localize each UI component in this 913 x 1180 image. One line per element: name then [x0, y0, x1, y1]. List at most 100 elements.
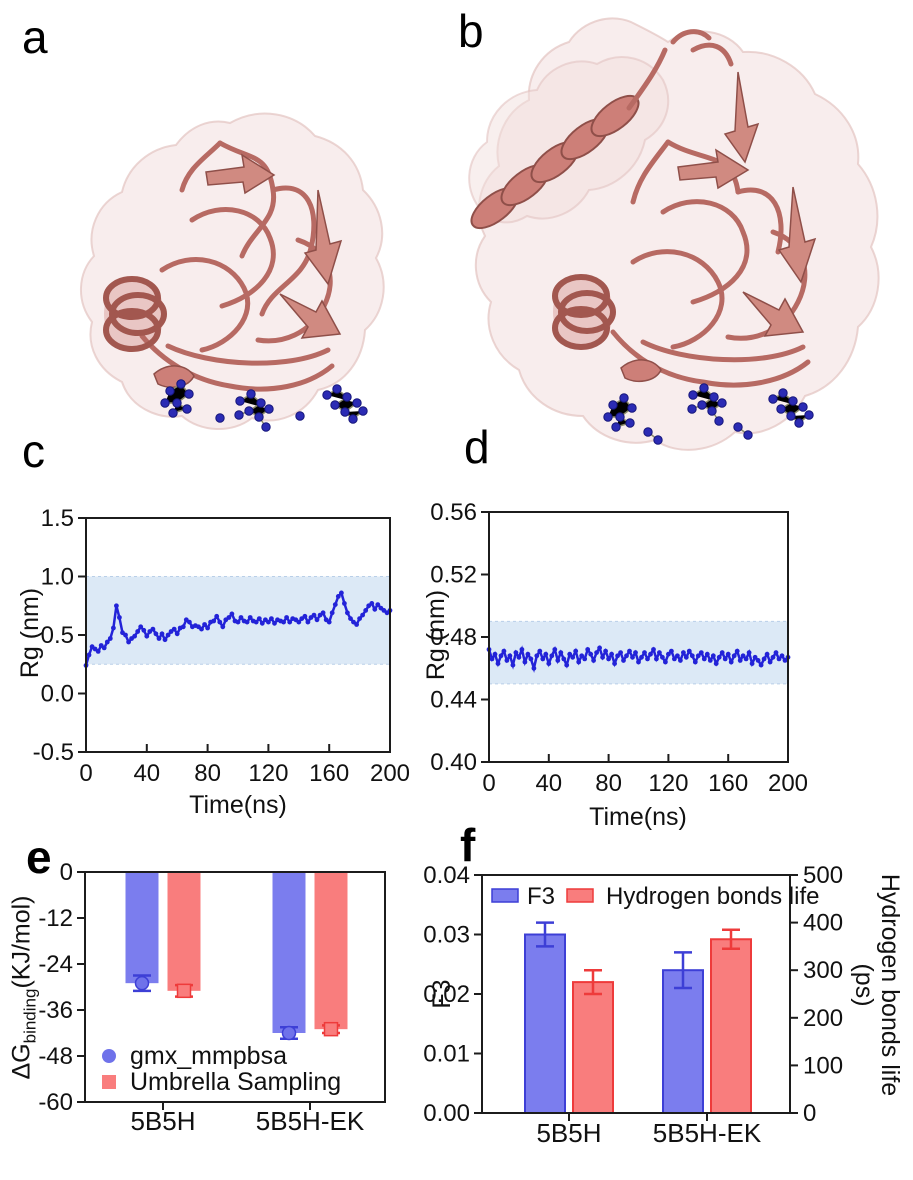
bar-gmx_mmpbsa	[125, 872, 159, 984]
panel-label-f: f	[460, 819, 476, 871]
delta-g-main: ΔG	[7, 1043, 36, 1080]
y-tick-label: -24	[38, 951, 73, 978]
x-tick-label: 120	[248, 760, 288, 787]
d-y-axis-title: Rg (nm)	[422, 589, 450, 681]
left-tick-label: 0.02	[423, 981, 470, 1008]
y-tick-label: 1.5	[41, 505, 74, 532]
bar-F3	[662, 969, 704, 1115]
f-right-axis-line2: (ps)	[850, 963, 878, 1007]
legend-square-glyph	[102, 1075, 116, 1089]
right-tick-label: 500	[803, 862, 843, 889]
y-tick-label: -12	[38, 905, 73, 932]
y-tick-label: -48	[38, 1043, 73, 1070]
e-category-5b5h: 5B5H	[130, 1106, 196, 1136]
f-right-axis-line1: Hydrogen bonds life	[876, 873, 904, 1097]
rg-series-points	[83, 590, 393, 668]
alpha-helix-coil	[552, 274, 616, 350]
f-legend-label-hbond: Hydrogen bonds life	[606, 883, 820, 910]
right-tick-label: 0	[803, 1100, 816, 1127]
plot-frame	[84, 871, 386, 1103]
small-helix-ribbon	[620, 359, 662, 383]
bar-Umbrella Sampling	[167, 872, 201, 991]
y-tick-label: 0.52	[430, 562, 477, 589]
left-tick-label: 0.01	[423, 1041, 470, 1068]
f-category-5b5h: 5B5H	[536, 1118, 602, 1148]
right-tick-label: 100	[803, 1052, 843, 1079]
reference-band	[489, 621, 788, 684]
panel-label-b: b	[458, 5, 484, 57]
legend-swatch-hbond	[566, 888, 594, 903]
legend-swatch-f3	[491, 888, 519, 903]
right-tick-label: 400	[803, 910, 843, 937]
panel-label-d: d	[464, 421, 490, 473]
bar-Umbrella Sampling	[314, 872, 348, 1030]
alpha-helix-coil	[103, 276, 167, 352]
beta-strand-arrows	[677, 71, 817, 337]
x-tick-label: 200	[370, 760, 410, 787]
marker-square	[323, 1021, 339, 1037]
top-coil	[626, 29, 734, 111]
x-tick-label: 0	[79, 760, 92, 787]
delta-g-sub: binding	[20, 988, 40, 1044]
c-x-axis-title: Time(ns)	[189, 791, 287, 819]
x-tick-label: 40	[133, 760, 160, 787]
panel-label-a: a	[22, 11, 48, 63]
y-tick-label: 0.56	[430, 499, 477, 526]
right-tick-label: 300	[803, 957, 843, 984]
c-y-axis-title: Rg (nm)	[16, 587, 44, 679]
y-tick-label: -60	[38, 1089, 73, 1116]
e-legend-label-umbrella: Umbrella Sampling	[130, 1068, 342, 1096]
chart-c	[78, 517, 393, 753]
e-y-axis-title: ΔGbinding(KJ/mol)	[7, 838, 44, 1138]
x-tick-label: 80	[194, 760, 221, 787]
chart-e	[77, 871, 386, 1110]
f-right-axis-title: Hydrogen bonds life (ps)	[850, 835, 904, 1135]
e-category-5b5h-ek: 5B5H-EK	[255, 1106, 365, 1136]
bar-Hydrogen bonds life	[572, 981, 614, 1114]
f-legend-label-f3: F3	[527, 883, 556, 910]
alpha-helix-large	[470, 94, 640, 230]
right-tick-label: 200	[803, 1005, 843, 1032]
x-tick-label: 200	[768, 770, 808, 797]
x-tick-label: 120	[648, 770, 688, 797]
protein-coil-ribbons	[610, 139, 811, 388]
f-category-5b5h-ek: 5B5H-EK	[652, 1118, 762, 1148]
panel-label-e: e	[26, 831, 52, 883]
protein-structure-a	[79, 112, 385, 432]
y-tick-label: 0.44	[430, 687, 477, 714]
rg-series-points	[486, 645, 791, 671]
y-tick-label: 0	[60, 859, 73, 886]
bar-gmx_mmpbsa	[272, 872, 306, 1033]
y-tick-label: 0.5	[41, 622, 74, 649]
marker-circle	[281, 1025, 297, 1041]
protein-coil-ribbons	[139, 140, 335, 392]
bar-Hydrogen bonds life	[710, 938, 752, 1115]
chart-f	[474, 874, 798, 1121]
bar-F3	[524, 933, 566, 1114]
d-x-axis-title: Time(ns)	[589, 803, 687, 831]
x-tick-label: 0	[482, 770, 495, 797]
y-tick-label: 0.40	[430, 749, 477, 776]
marker-circle	[134, 975, 150, 991]
left-tick-label: 0.03	[423, 922, 470, 949]
x-tick-label: 160	[309, 760, 349, 787]
beta-strand-arrows	[205, 153, 343, 339]
delta-g-unit: (KJ/mol)	[7, 895, 36, 989]
x-tick-label: 160	[708, 770, 748, 797]
y-tick-label: -36	[38, 997, 73, 1024]
x-tick-label: 80	[595, 770, 622, 797]
x-tick-label: 40	[535, 770, 562, 797]
f-left-axis-title: F3	[428, 979, 456, 1009]
left-tick-label: 0.04	[423, 862, 470, 889]
ligand-residues	[160, 379, 368, 432]
y-tick-label: 1.0	[41, 564, 74, 591]
ligand-residues	[603, 383, 814, 445]
left-tick-label: 0.00	[423, 1100, 470, 1127]
marker-square	[176, 983, 192, 999]
protein-structure-b	[468, 17, 880, 451]
y-tick-label: 0.48	[430, 624, 477, 651]
e-legend-label-gmx: gmx_mmpbsa	[130, 1042, 287, 1070]
panel-label-c: c	[22, 425, 45, 477]
